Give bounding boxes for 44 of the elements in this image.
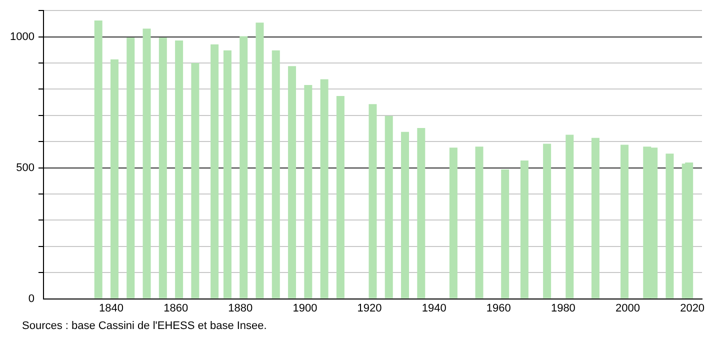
bar — [449, 148, 458, 298]
bar — [256, 22, 264, 298]
bar — [191, 63, 200, 298]
bar — [210, 44, 219, 298]
bar — [501, 169, 510, 298]
x-tick-label: 1860 — [164, 302, 188, 314]
x-tick-label: 2020 — [680, 302, 705, 314]
bar — [94, 20, 102, 298]
source-note: Sources : base Cassini de l'EHESS et base Insee. — [22, 320, 267, 332]
bar — [272, 50, 280, 298]
x-tick-label: 1880 — [228, 302, 253, 314]
y-tick-label: 500 — [16, 162, 34, 174]
bar — [320, 79, 328, 298]
bar — [401, 132, 410, 298]
bar — [368, 104, 377, 298]
bar — [175, 40, 184, 298]
bar — [543, 144, 552, 298]
bar — [685, 162, 694, 298]
bar — [520, 160, 528, 298]
bar — [417, 128, 426, 298]
bar — [288, 66, 296, 298]
bar — [620, 144, 629, 298]
bar — [142, 28, 151, 298]
x-tick-label: 2000 — [616, 302, 640, 314]
bar — [475, 146, 484, 298]
x-tick-label: 1960 — [486, 302, 511, 314]
bar — [666, 154, 674, 298]
x-tick-label: 1840 — [99, 302, 124, 314]
y-tick-label: 1000 — [10, 30, 34, 43]
x-tick-label: 1940 — [422, 302, 446, 314]
bar — [126, 38, 135, 298]
bar — [384, 116, 393, 298]
x-tick-label: 1900 — [292, 302, 318, 314]
bar — [336, 96, 344, 298]
bar — [240, 36, 248, 298]
bar — [566, 134, 574, 298]
bar — [304, 85, 312, 298]
bar — [591, 138, 600, 298]
bar — [110, 59, 118, 298]
bar — [158, 38, 167, 298]
y-tick-label: 0 — [28, 292, 34, 305]
x-tick-label: 1920 — [357, 302, 382, 314]
x-tick-label: 1980 — [550, 302, 576, 314]
bar — [223, 50, 232, 298]
